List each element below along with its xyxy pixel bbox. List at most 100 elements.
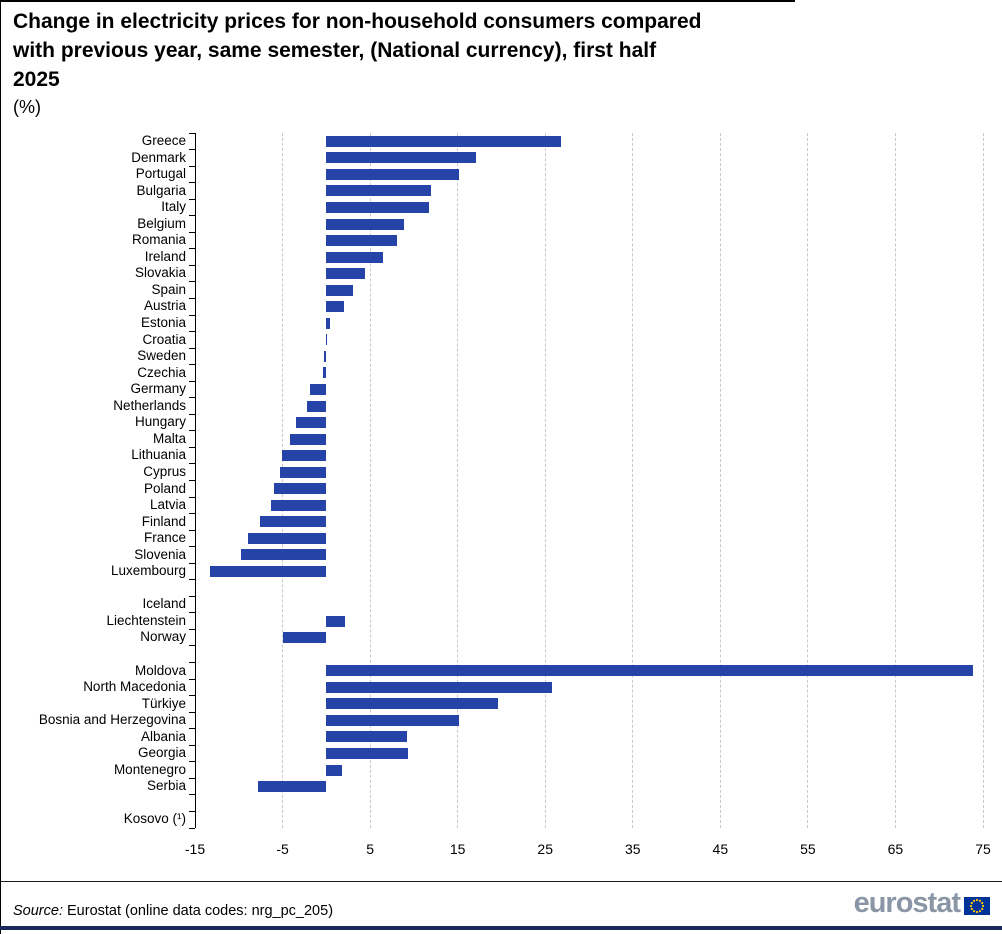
x-tick-label: -15 (184, 841, 206, 857)
x-tick-label: -5 (276, 841, 289, 857)
category-tick (189, 132, 195, 134)
page-title-line: 2025 (13, 68, 60, 91)
category-tick (189, 695, 195, 697)
category-tick (189, 182, 195, 184)
bar-albania (326, 731, 407, 743)
category-tick (189, 662, 195, 664)
bar-sweden (323, 350, 327, 362)
gridline (894, 133, 896, 828)
category-tick (189, 198, 195, 200)
country-label: Denmark (131, 149, 186, 165)
country-label: Liechtenstein (106, 612, 186, 628)
category-tick (189, 430, 195, 432)
bar-czechia (322, 367, 327, 379)
bar-t-rkiye (326, 698, 498, 710)
x-tick-label: 45 (712, 841, 729, 857)
category-tick (189, 347, 195, 349)
gridline (807, 133, 809, 828)
bar-denmark (326, 152, 477, 164)
country-label: Romania (131, 232, 186, 248)
country-label: Georgia (137, 745, 186, 761)
category-tick (189, 397, 195, 399)
country-label: Netherlands (113, 397, 186, 413)
bar-bosnia-and-herzegovina (326, 714, 459, 726)
bar-ireland (326, 251, 384, 263)
page-border-left (0, 0, 1, 934)
bar-austria (326, 301, 344, 313)
page-title-line: with previous year, same semester, (Nati… (13, 39, 657, 62)
bar-poland (273, 483, 327, 495)
country-label: Albania (140, 728, 186, 744)
country-label: Norway (140, 629, 186, 645)
country-label: Croatia (142, 331, 186, 347)
bar-belgium (326, 218, 405, 230)
source-text: Source: Eurostat (online data codes: nrg… (13, 903, 333, 919)
eu-flag-icon (964, 897, 990, 915)
category-tick (189, 281, 195, 283)
country-label: Slovakia (134, 265, 186, 281)
country-label: Latvia (149, 497, 186, 513)
x-tick-label: 65 (887, 841, 904, 857)
category-tick (189, 248, 195, 250)
country-label: Italy (161, 199, 186, 215)
page-title-line: Change in electricity prices for non-hou… (13, 10, 702, 33)
country-label: Austria (143, 298, 186, 314)
country-label: Serbia (146, 778, 186, 794)
country-label: Spain (151, 281, 186, 297)
bar-malta (289, 433, 327, 445)
bar-greece (326, 135, 561, 147)
gridline (632, 133, 634, 828)
category-tick (189, 794, 195, 796)
bar-finland (259, 516, 327, 528)
country-label: Sweden (137, 348, 186, 364)
bar-luxembourg (209, 566, 327, 577)
unit-label: (%) (13, 97, 41, 117)
category-tick (189, 579, 195, 581)
country-label: Hungary (134, 414, 186, 430)
gridline (719, 133, 721, 828)
category-tick (189, 513, 195, 515)
country-label: Germany (130, 381, 186, 397)
y-axis-line (194, 133, 196, 828)
country-label: Portugal (135, 166, 186, 182)
category-tick (189, 463, 195, 465)
gridline (982, 133, 984, 828)
category-tick (189, 711, 195, 713)
category-tick (189, 595, 195, 597)
country-label: Ireland (144, 248, 186, 264)
category-tick (189, 546, 195, 548)
category-tick (189, 529, 195, 531)
country-label: Greece (141, 133, 186, 148)
category-tick (189, 761, 195, 763)
country-label: Kosovo (¹) (123, 811, 186, 827)
country-label: Cyprus (143, 463, 186, 479)
bar-spain (326, 284, 353, 296)
category-tick (189, 810, 195, 812)
bar-slovakia (326, 268, 365, 280)
bar-netherlands (307, 400, 327, 412)
gridline (544, 133, 546, 828)
bar-moldova (326, 665, 974, 677)
bar-georgia (326, 748, 408, 760)
x-tick-label: 35 (624, 841, 641, 857)
category-tick (189, 446, 195, 448)
source-label: Source: (13, 903, 63, 919)
bar-germany (309, 383, 327, 395)
bar-liechtenstein (326, 615, 345, 627)
bar-bulgaria (326, 185, 431, 197)
gridline (282, 133, 284, 828)
eurostat-logo-text: eurostat (853, 887, 961, 919)
category-tick (189, 331, 195, 333)
country-label: Lithuania (131, 447, 186, 463)
category-tick (189, 628, 195, 630)
x-tick-label: 55 (800, 841, 816, 857)
country-label: Finland (141, 513, 186, 529)
x-tick-label: 15 (449, 841, 466, 857)
country-label: Estonia (140, 315, 186, 331)
footer-divider (0, 881, 1002, 882)
country-label: Montenegro (113, 761, 186, 777)
country-label: North Macedonia (83, 679, 186, 695)
bar-estonia (326, 317, 330, 329)
category-tick (189, 562, 195, 564)
